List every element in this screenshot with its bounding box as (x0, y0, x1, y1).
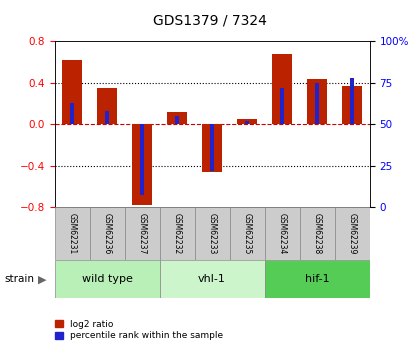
Bar (335, 207, 370, 260)
Legend: log2 ratio, percentile rank within the sample: log2 ratio, percentile rank within the s… (55, 320, 223, 341)
Bar (55, 260, 160, 298)
Bar (168, 112, 187, 124)
Bar (280, 88, 284, 124)
Bar (97, 88, 117, 124)
Text: strain: strain (4, 275, 34, 284)
Text: wild type: wild type (81, 275, 133, 284)
Bar (299, 207, 335, 260)
Bar (202, 124, 222, 172)
Text: vhl-1: vhl-1 (198, 275, 226, 284)
Bar (342, 86, 362, 124)
Bar (160, 207, 194, 260)
Text: GSM62238: GSM62238 (312, 213, 322, 254)
Text: GSM62234: GSM62234 (278, 213, 286, 254)
Bar (105, 111, 109, 124)
Bar (230, 207, 265, 260)
Text: GSM62239: GSM62239 (348, 213, 357, 254)
Bar (265, 207, 299, 260)
Text: GDS1379 / 7324: GDS1379 / 7324 (153, 14, 267, 28)
Bar (175, 116, 179, 124)
Bar (89, 207, 125, 260)
Text: GSM62237: GSM62237 (138, 213, 147, 254)
Bar (245, 121, 249, 124)
Text: GSM62231: GSM62231 (68, 213, 76, 254)
Text: GSM62233: GSM62233 (207, 213, 217, 254)
Bar (350, 78, 354, 124)
Bar (132, 124, 152, 205)
Bar (210, 124, 214, 170)
Bar (63, 60, 82, 124)
Bar (70, 103, 74, 124)
Bar (125, 207, 160, 260)
Bar (237, 119, 257, 124)
Text: ▶: ▶ (38, 275, 46, 284)
Text: GSM62235: GSM62235 (243, 213, 252, 254)
Text: GSM62236: GSM62236 (102, 213, 112, 254)
Bar (265, 260, 370, 298)
Text: GSM62232: GSM62232 (173, 213, 181, 254)
Bar (273, 54, 292, 124)
Bar (194, 207, 230, 260)
Bar (315, 83, 319, 124)
Bar (140, 124, 144, 195)
Text: hif-1: hif-1 (305, 275, 329, 284)
Bar (307, 79, 327, 124)
Bar (160, 260, 265, 298)
Bar (55, 207, 89, 260)
